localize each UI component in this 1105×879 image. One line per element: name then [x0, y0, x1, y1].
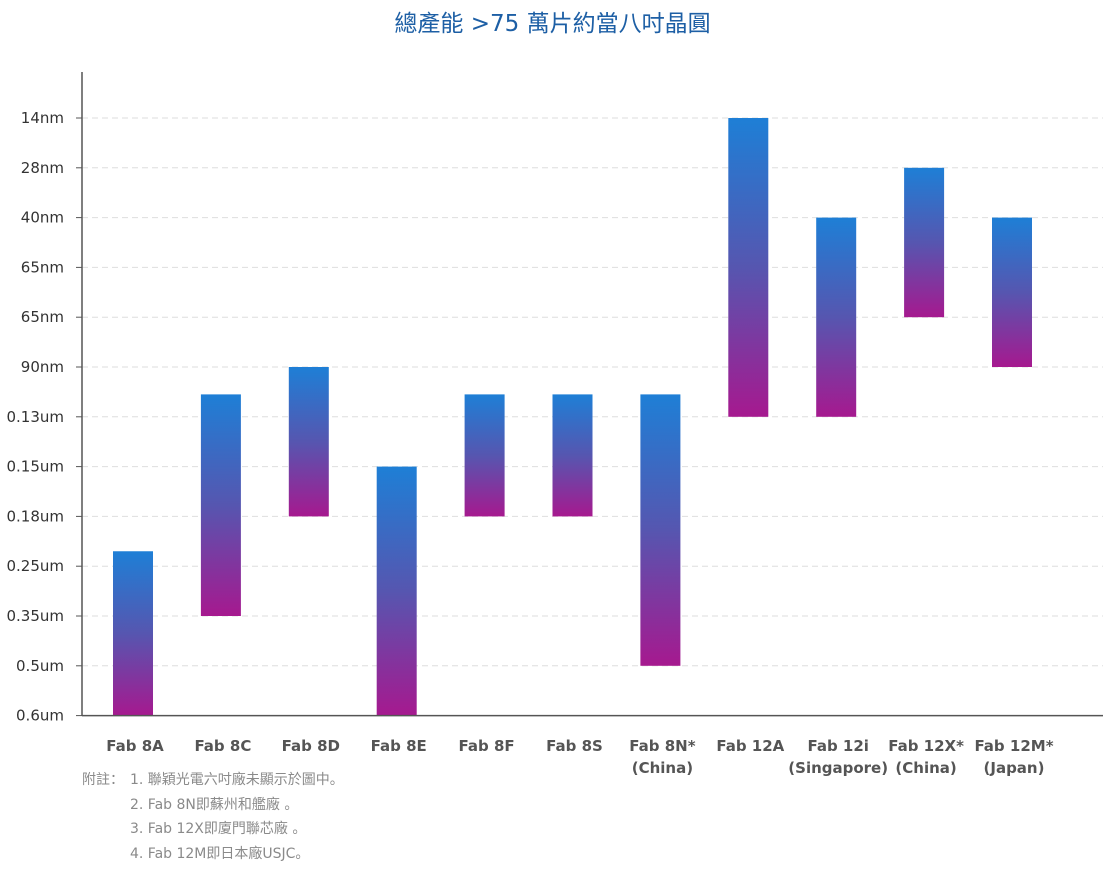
x-category-label: Fab 12M*	[974, 737, 1053, 755]
y-tick-label: 40nm	[21, 209, 64, 227]
x-category-label: (China)	[895, 759, 956, 777]
y-tick-label: 0.5um	[16, 657, 64, 675]
range-bar	[816, 217, 857, 417]
footnote: 附註： 1. 聯穎光電六吋廠未顯示於圖中。	[82, 768, 344, 793]
y-tick-label: 65nm	[21, 308, 64, 326]
footnote-prefix	[82, 817, 130, 842]
y-tick-label: 0.25um	[6, 557, 64, 575]
x-category-label: Fab 12X*	[888, 737, 964, 755]
y-tick-label: 0.13um	[6, 408, 64, 426]
x-category-label: Fab 12A	[716, 737, 784, 755]
y-tick-label: 0.18um	[6, 507, 64, 525]
range-bar	[640, 394, 681, 666]
range-bar	[552, 394, 593, 517]
x-category-label: Fab 8A	[106, 737, 164, 755]
x-category-label: Fab 8F	[459, 737, 515, 755]
footnote-text: 2. Fab 8N即蘇州和艦廠 。	[130, 796, 299, 813]
footnote-text: 4. Fab 12M即日本廠USJC。	[130, 845, 310, 862]
range-bar	[376, 466, 417, 716]
chart-title: 總產能 >75 萬片約當八吋晶圓	[394, 11, 711, 37]
range-bar	[200, 394, 241, 616]
x-category-label: Fab 8S	[546, 737, 603, 755]
x-category-label: (Singapore)	[788, 759, 888, 777]
range-bar	[992, 217, 1032, 367]
y-tick-label: 0.15um	[6, 458, 64, 476]
footnote-prefix: 附註：	[82, 772, 124, 788]
y-tick-label: 14nm	[21, 109, 64, 127]
y-tick-label: 0.6um	[16, 707, 64, 725]
footnote-text: 1. 聯穎光電六吋廠未顯示於圖中。	[130, 772, 344, 788]
footnote: 4. Fab 12M即日本廠USJC。	[82, 842, 344, 867]
x-category-label: Fab 8E	[371, 737, 427, 755]
y-tick-label: 65nm	[21, 258, 64, 276]
x-category-label: Fab 8D	[282, 737, 340, 755]
range-bar	[464, 394, 505, 517]
y-tick-label: 0.35um	[6, 607, 64, 625]
grid-lines	[82, 117, 1103, 667]
range-bar	[288, 367, 329, 517]
x-category-label: (Japan)	[984, 759, 1045, 777]
footnote: 2. Fab 8N即蘇州和艦廠 。	[82, 793, 344, 818]
range-bar	[904, 167, 945, 318]
labels: 14nm 28nm 40nm 65nm 65nm 90nm 0.13um 0.15um 0.18…	[6, 109, 1053, 777]
x-category-label: Fab 8N*	[629, 737, 695, 755]
footnote-prefix	[82, 793, 130, 818]
footnotes: 附註： 1. 聯穎光電六吋廠未顯示於圖中。 2. Fab 8N即蘇州和艦廠 。 3. …	[82, 768, 344, 866]
x-category-label: Fab 12i	[807, 737, 868, 755]
footnote: 3. Fab 12X即廈門聯芯廠 。	[82, 817, 344, 842]
footnote-prefix	[82, 842, 130, 867]
range-bar	[113, 551, 153, 716]
y-tick-label: 28nm	[21, 159, 64, 177]
axes	[76, 72, 1103, 717]
footnote-text: 3. Fab 12X即廈門聯芯廠 。	[130, 821, 307, 837]
bars	[113, 118, 1032, 716]
x-category-label: Fab 8C	[194, 737, 251, 755]
y-tick-label: 90nm	[21, 358, 64, 376]
range-bar	[728, 118, 769, 417]
x-category-label: (China)	[632, 759, 693, 777]
